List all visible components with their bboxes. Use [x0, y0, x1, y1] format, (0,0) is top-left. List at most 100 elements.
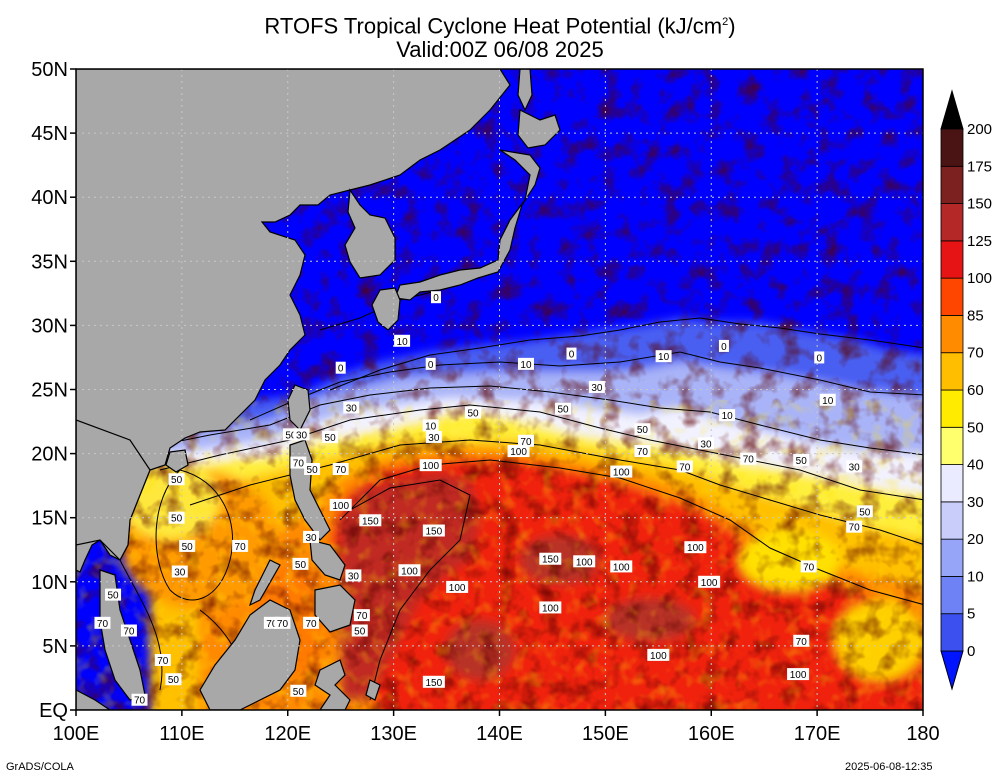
contour-label-text: 10: [822, 396, 834, 407]
credit-timestamp: 2025-06-08-12:35: [845, 761, 933, 773]
colorbar-label: 10: [967, 568, 984, 585]
contour-label: 10: [394, 334, 411, 348]
contour-label: 30: [303, 530, 320, 544]
land-visayas: [309, 539, 346, 581]
contour-label-text: 100: [576, 557, 593, 568]
contour-label-box: [425, 357, 436, 370]
contour-label-text: 30: [174, 568, 186, 579]
contour-label: 50: [634, 423, 651, 436]
contour-label-text: 70: [520, 437, 532, 448]
colorbar-label: 30: [967, 494, 984, 511]
contour-label: 50: [105, 588, 122, 602]
contour-label: 150: [359, 514, 382, 527]
contour-label-text: 70: [293, 459, 305, 470]
contour-label-box: [684, 541, 707, 554]
landmasses: [76, 69, 561, 710]
lon-tick-label: 130E: [370, 723, 417, 745]
colorbar-segment: [940, 389, 964, 428]
contour-label-box: [719, 409, 736, 422]
contour-label-text: 100: [613, 468, 630, 479]
colorbar: 0 5 10 20 30 40 50 60 70 85 100 125 150 175 200: [940, 89, 992, 691]
lon-tick-label: 150E: [582, 723, 629, 745]
contour-label-box: [422, 419, 439, 432]
lon-tick-label: 100E: [53, 723, 100, 745]
contour-label-text: 50: [295, 560, 307, 571]
contour-label-box: [446, 580, 469, 593]
contour-label-box: [179, 539, 196, 552]
contour-label: 70: [303, 616, 320, 630]
contour-label: 100: [539, 601, 562, 614]
land-palawan: [248, 559, 281, 607]
contour-label-text: 10: [425, 421, 437, 432]
contour-label-text: 70: [803, 562, 815, 573]
colorbar-segment: [940, 576, 964, 615]
contour-label: 70: [131, 693, 148, 707]
contour-label: 30: [846, 460, 863, 473]
contour-label-box: [610, 560, 633, 573]
contour-label-text: 30: [700, 439, 712, 450]
contour-label-text: 70: [266, 619, 278, 630]
contour-label-text: 50: [637, 425, 649, 436]
lat-tick-label: 25N: [31, 380, 68, 402]
contour-label: 70: [353, 609, 370, 622]
contour-label: 70: [517, 434, 534, 448]
chart-title-close: ): [728, 13, 736, 39]
contour-label-text: 50: [859, 507, 871, 518]
contour-label-text: 50: [182, 542, 194, 553]
land-korea: [344, 188, 396, 279]
contour-label-text: 150: [426, 527, 443, 538]
contour-label-box: [332, 462, 349, 475]
chart-title: RTOFS Tropical Cyclone Heat Potential (k…: [0, 10, 1000, 38]
contour-label-text: 10: [658, 352, 670, 363]
colorbar-label: 85: [967, 307, 984, 324]
contour-label: 100: [507, 445, 530, 458]
contour-label-box: [329, 498, 352, 511]
contour-label: 100: [647, 648, 670, 662]
contour-label-text: 50: [354, 627, 366, 638]
contour-label-text: 70: [277, 619, 289, 630]
contour-label-box: [290, 684, 307, 697]
contour-label-box: [787, 668, 810, 681]
colorbar-label: 0: [967, 643, 975, 660]
contour-label-box: [465, 406, 482, 419]
colorbar-label: 20: [967, 531, 984, 548]
contour-label: 0: [430, 291, 441, 304]
contour-label-box: [232, 539, 249, 552]
lon-tick-label: 170E: [794, 723, 841, 745]
contour-label: 50: [168, 473, 185, 486]
contour-label-box: [165, 673, 182, 686]
lat-tick-label: 15N: [31, 508, 68, 530]
contour-label-text: 30: [305, 533, 317, 544]
contour-label-box: [394, 334, 411, 347]
land-japan-kyushu: [371, 287, 401, 331]
contour-label-box: [398, 564, 421, 577]
contour-label-box: [353, 609, 370, 622]
contour-label-box: [171, 565, 188, 578]
lat-tick-label: 40N: [31, 187, 68, 209]
lon-tick-label: 140E: [476, 723, 523, 745]
contour-150: [349, 479, 471, 701]
contour-label-text: 70: [157, 656, 169, 667]
contour-label-text: 70: [356, 611, 368, 622]
longitude-axis: 100E 110E 120E 130E 140E 150E 160E 170E 180: [53, 710, 940, 745]
contour-label: 50: [555, 402, 572, 416]
contour-label-box: [698, 575, 721, 588]
contour-label: 10: [719, 409, 736, 422]
contour-label-text: 10: [520, 360, 532, 371]
contour-label: 100: [419, 459, 442, 472]
contour-label: 100: [329, 498, 352, 512]
lat-tick-label: 20N: [31, 444, 68, 466]
colorbar-segment: [940, 464, 964, 503]
contour-label-box: [819, 393, 836, 406]
lon-tick-label: 110E: [159, 723, 204, 745]
contour-label: 30: [171, 565, 188, 579]
contour-label-text: 0: [428, 360, 434, 371]
contour-label-box: [634, 445, 651, 458]
contour-label: 100: [446, 580, 469, 594]
lon-tick-label: 120E: [264, 723, 311, 745]
contour-label-text: 30: [348, 571, 360, 582]
contour-label: 100: [698, 575, 721, 589]
colorbar-label: 100: [967, 270, 992, 287]
contour-label-text: 10: [722, 411, 734, 422]
